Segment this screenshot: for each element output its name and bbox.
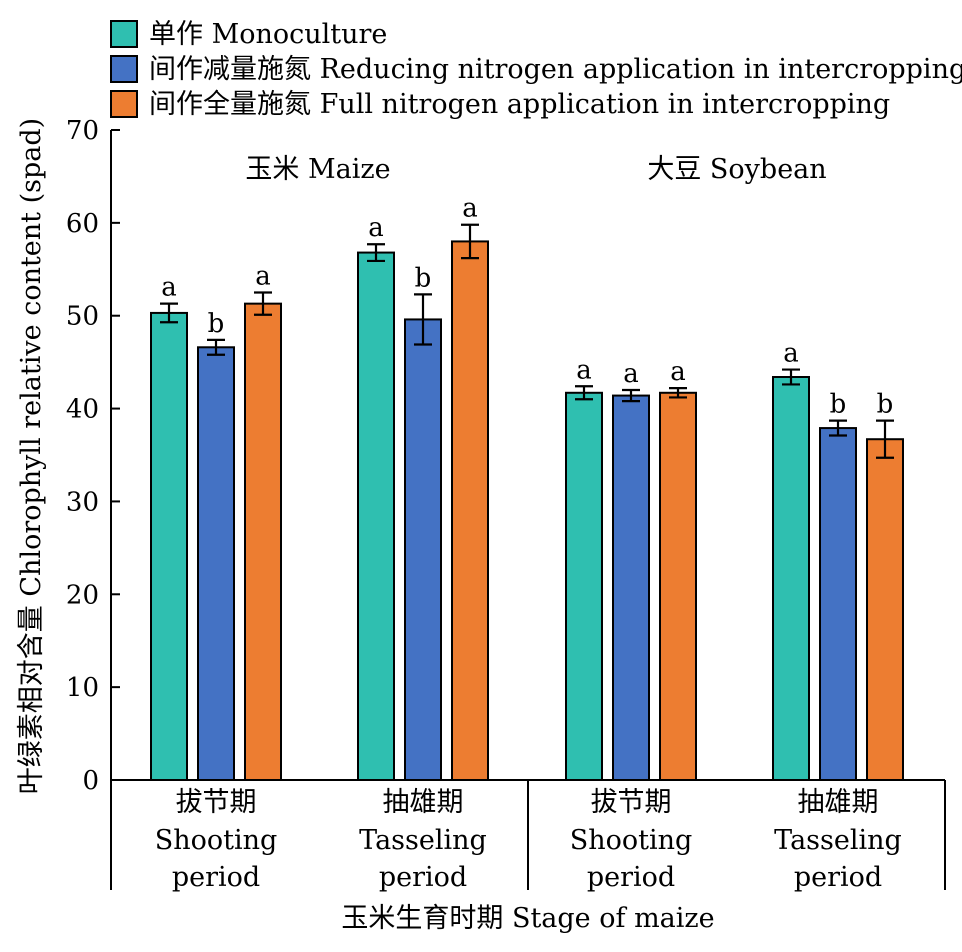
- bar: [659, 391, 697, 781]
- bar: [772, 376, 810, 781]
- x-tick-label-cn: 抽雄期: [798, 787, 879, 818]
- legend-swatch: [110, 55, 138, 83]
- x-tick-label-en: period: [172, 862, 260, 893]
- significance-letter: a: [576, 355, 592, 385]
- y-axis-label: 叶绿素相对含量 Chlorophyll relative content (sp…: [16, 118, 47, 794]
- group-label: 玉米 Maize: [245, 154, 390, 185]
- x-tick-label-en: Shooting: [570, 825, 693, 856]
- legend-label: 间作减量施氮 Reducing nitrogen application in …: [149, 54, 962, 85]
- bar: [150, 311, 188, 781]
- x-tick-label-cn: 拔节期: [591, 787, 672, 818]
- x-tick-label-en: Shooting: [155, 825, 278, 856]
- y-tick-label: 40: [66, 395, 99, 425]
- significance-letter: a: [462, 194, 478, 224]
- x-axis-label: 玉米生育时期 Stage of maize: [341, 903, 714, 934]
- y-axis: 0 10 20 30 40 50 60 70: [66, 116, 120, 796]
- significance-letter: a: [623, 359, 639, 389]
- x-tick-label-cn: 拔节期: [176, 787, 257, 818]
- legend-swatch: [110, 90, 138, 118]
- x-tick-label-en: Tasseling: [359, 825, 487, 856]
- significance-letter: a: [670, 357, 686, 387]
- x-axis: 拔节期 Shooting period 抽雄期 Tasseling period 拔节期 Sh…: [110, 779, 946, 893]
- significance-letter: a: [783, 339, 799, 369]
- group-labels: 玉米 Maize 大豆 Soybean: [245, 154, 826, 185]
- bar: [819, 427, 857, 781]
- x-tick-label-en: Tasseling: [774, 825, 902, 856]
- significance-letter: b: [208, 309, 225, 339]
- bar: [404, 318, 442, 781]
- legend-label: 间作全量施氮 Full nitrogen application in inte…: [149, 89, 890, 120]
- y-tick-label: 20: [66, 580, 99, 610]
- y-tick-label: 30: [66, 487, 99, 517]
- y-tick-label: 50: [66, 302, 99, 332]
- group-label: 大豆 Soybean: [647, 154, 826, 185]
- bar: [357, 251, 395, 782]
- bar: [451, 240, 489, 781]
- significance-letter: a: [161, 273, 177, 303]
- significance-letter: b: [877, 390, 894, 420]
- bar: [612, 394, 650, 781]
- bar: [197, 346, 235, 781]
- x-tick-label-en: period: [587, 862, 675, 893]
- bar: [565, 391, 603, 781]
- bar: [866, 438, 904, 781]
- y-tick-label: 70: [66, 116, 99, 146]
- legend-label: 单作 Monoculture: [149, 19, 387, 50]
- x-tick-label-en: period: [379, 862, 467, 893]
- bar: [244, 302, 282, 781]
- y-tick-label: 0: [82, 766, 99, 796]
- significance-letter: b: [415, 263, 432, 293]
- legend: 单作 Monoculture 间作减量施氮 Reducing nitrogen a…: [110, 19, 962, 120]
- y-tick-label: 10: [66, 673, 99, 703]
- legend-swatch: [110, 20, 138, 48]
- significance-letter: a: [368, 213, 384, 243]
- y-tick-label: 60: [66, 209, 99, 239]
- x-tick-label-en: period: [794, 862, 882, 893]
- significance-letter: a: [255, 262, 271, 292]
- significance-letter: b: [830, 390, 847, 420]
- x-tick-label-cn: 抽雄期: [383, 787, 464, 818]
